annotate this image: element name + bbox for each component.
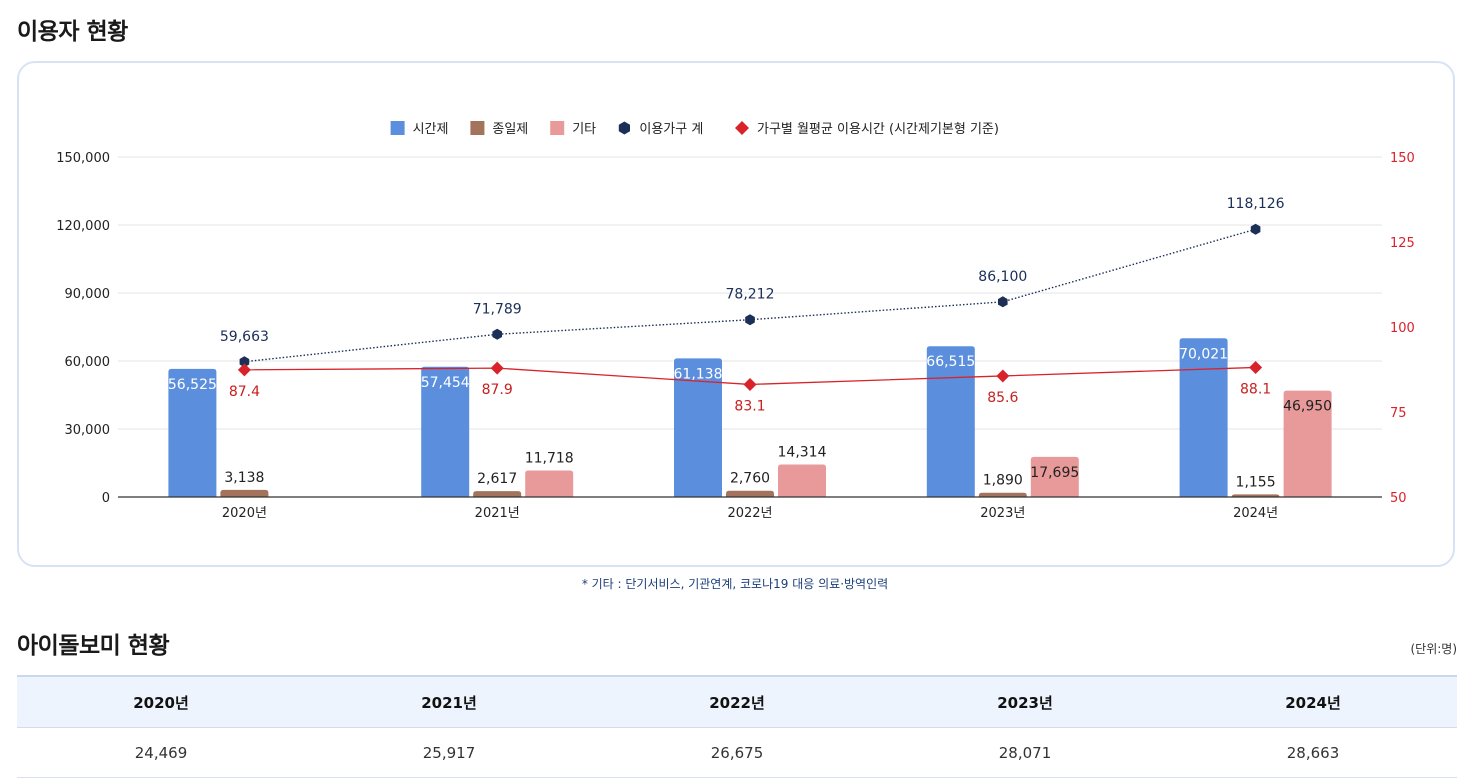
line-data-label: 71,789 — [473, 301, 522, 317]
line-point-marker — [492, 328, 502, 340]
bar-data-label: 1,890 — [983, 473, 1023, 489]
y-right-tick-label: 75 — [1390, 406, 1407, 421]
y-left-tick-label: 150,000 — [56, 151, 110, 166]
line-data-label: 86,100 — [978, 269, 1027, 285]
legend-swatch — [470, 121, 485, 135]
bar — [778, 464, 826, 497]
bar — [525, 470, 574, 497]
y-right-tick-label: 150 — [1390, 151, 1415, 166]
idol-stats-table: 2020년 2021년 2022년 2023년 2024년 24,469 25,… — [17, 675, 1457, 778]
bar-data-label: 14,314 — [778, 445, 827, 461]
table-header-cell: 2020년 — [17, 675, 305, 728]
bar — [473, 491, 522, 497]
line-point-marker — [1250, 223, 1261, 235]
table-header-cell: 2024년 — [1169, 675, 1457, 728]
line-data-label: 87.9 — [482, 382, 513, 398]
table-cell: 25,917 — [305, 727, 593, 778]
legend-swatch — [550, 121, 565, 135]
bar — [674, 358, 722, 497]
legend-label: 기타 — [572, 122, 596, 137]
bar-data-label: 2,617 — [477, 471, 517, 487]
legend-label: 이용가구 계 — [639, 122, 703, 137]
line-point-marker — [239, 356, 250, 368]
bar — [978, 492, 1027, 497]
x-tick-label: 2021년 — [475, 506, 520, 521]
idol-section-title: 아이돌보미 현황 — [17, 633, 170, 659]
y-right-tick-label: 125 — [1390, 236, 1415, 251]
line-point-marker — [996, 369, 1010, 383]
bar-data-label: 17,695 — [1030, 465, 1079, 481]
bar — [926, 346, 975, 497]
line-point-marker — [1249, 360, 1263, 374]
table-cell: 24,469 — [17, 727, 305, 778]
bar — [421, 366, 470, 497]
y-right-tick-label: 100 — [1390, 321, 1415, 336]
table-header-cell: 2022년 — [593, 675, 881, 728]
bar-data-label: 1,155 — [1236, 474, 1276, 490]
line-data-label: 78,212 — [726, 287, 775, 303]
usage-section-title: 이용자 현황 — [17, 19, 128, 45]
x-tick-label: 2024년 — [1233, 506, 1278, 521]
legend-swatch — [735, 121, 749, 135]
line-point-marker — [237, 363, 251, 377]
bar — [168, 368, 217, 497]
x-tick-label: 2022년 — [727, 506, 772, 521]
legend-label: 가구별 월평균 이용시간 (시간제기본형 기준) — [757, 122, 999, 137]
line-point-marker — [490, 361, 504, 375]
line-data-label: 59,663 — [220, 329, 269, 345]
legend-swatch — [618, 121, 630, 135]
bar — [1030, 456, 1079, 497]
table-header-row: 2020년 2021년 2022년 2023년 2024년 — [17, 675, 1457, 728]
line-point-marker — [745, 314, 755, 326]
y-left-tick-label: 0 — [102, 491, 110, 506]
bar-data-label: 56,525 — [168, 377, 217, 393]
legend-swatch — [390, 121, 405, 135]
legend-label: 시간제 — [413, 122, 449, 137]
line-data-label: 87.4 — [229, 384, 260, 400]
line-point-marker — [743, 377, 757, 391]
bar-data-label: 61,138 — [674, 366, 723, 382]
table-cell: 26,675 — [593, 727, 881, 778]
table-header-cell: 2021년 — [305, 675, 593, 728]
bar — [1283, 390, 1332, 497]
bar-data-label: 70,021 — [1179, 346, 1228, 362]
table-cell: 28,663 — [1169, 727, 1457, 778]
line-data-label: 88.1 — [1240, 381, 1271, 397]
bar — [726, 490, 774, 497]
table-header-cell: 2023년 — [881, 675, 1169, 728]
bar — [220, 489, 269, 497]
y-left-tick-label: 90,000 — [65, 287, 111, 302]
usage-chart: 0 30,000 60,000 90,000 120,000 150,000 50 75 100… — [56, 121, 1415, 521]
y-right-tick-label: 50 — [1390, 491, 1407, 506]
y-left-tick-label: 120,000 — [56, 219, 110, 234]
table-row: 24,469 25,917 26,675 28,071 28,663 — [17, 727, 1457, 778]
line-data-label: 118,126 — [1227, 196, 1285, 212]
table-cell: 28,071 — [881, 727, 1169, 778]
bar-data-label: 57,454 — [421, 375, 470, 391]
x-tick-label: 2023년 — [980, 506, 1025, 521]
bar-data-label: 2,760 — [730, 471, 770, 487]
y-left-tick-label: 60,000 — [65, 355, 111, 370]
unit-label: (단위:명) — [1410, 642, 1457, 656]
bar-data-label: 66,515 — [926, 354, 975, 370]
legend-label: 종일제 — [492, 122, 528, 137]
y-left-tick-label: 30,000 — [65, 423, 111, 438]
bar-data-label: 46,950 — [1283, 399, 1332, 415]
line-data-label: 85.6 — [987, 390, 1018, 406]
chart-footnote: * 기타 : 단기서비스, 기관연계, 코로나19 대응 의료·방역인력 — [581, 577, 889, 591]
x-tick-label: 2020년 — [222, 506, 267, 521]
line-point-marker — [998, 296, 1008, 308]
bar — [1179, 338, 1228, 497]
line-data-label: 83.1 — [734, 398, 765, 414]
bar-data-label: 3,138 — [224, 470, 264, 486]
bar-data-label: 11,718 — [525, 450, 574, 466]
